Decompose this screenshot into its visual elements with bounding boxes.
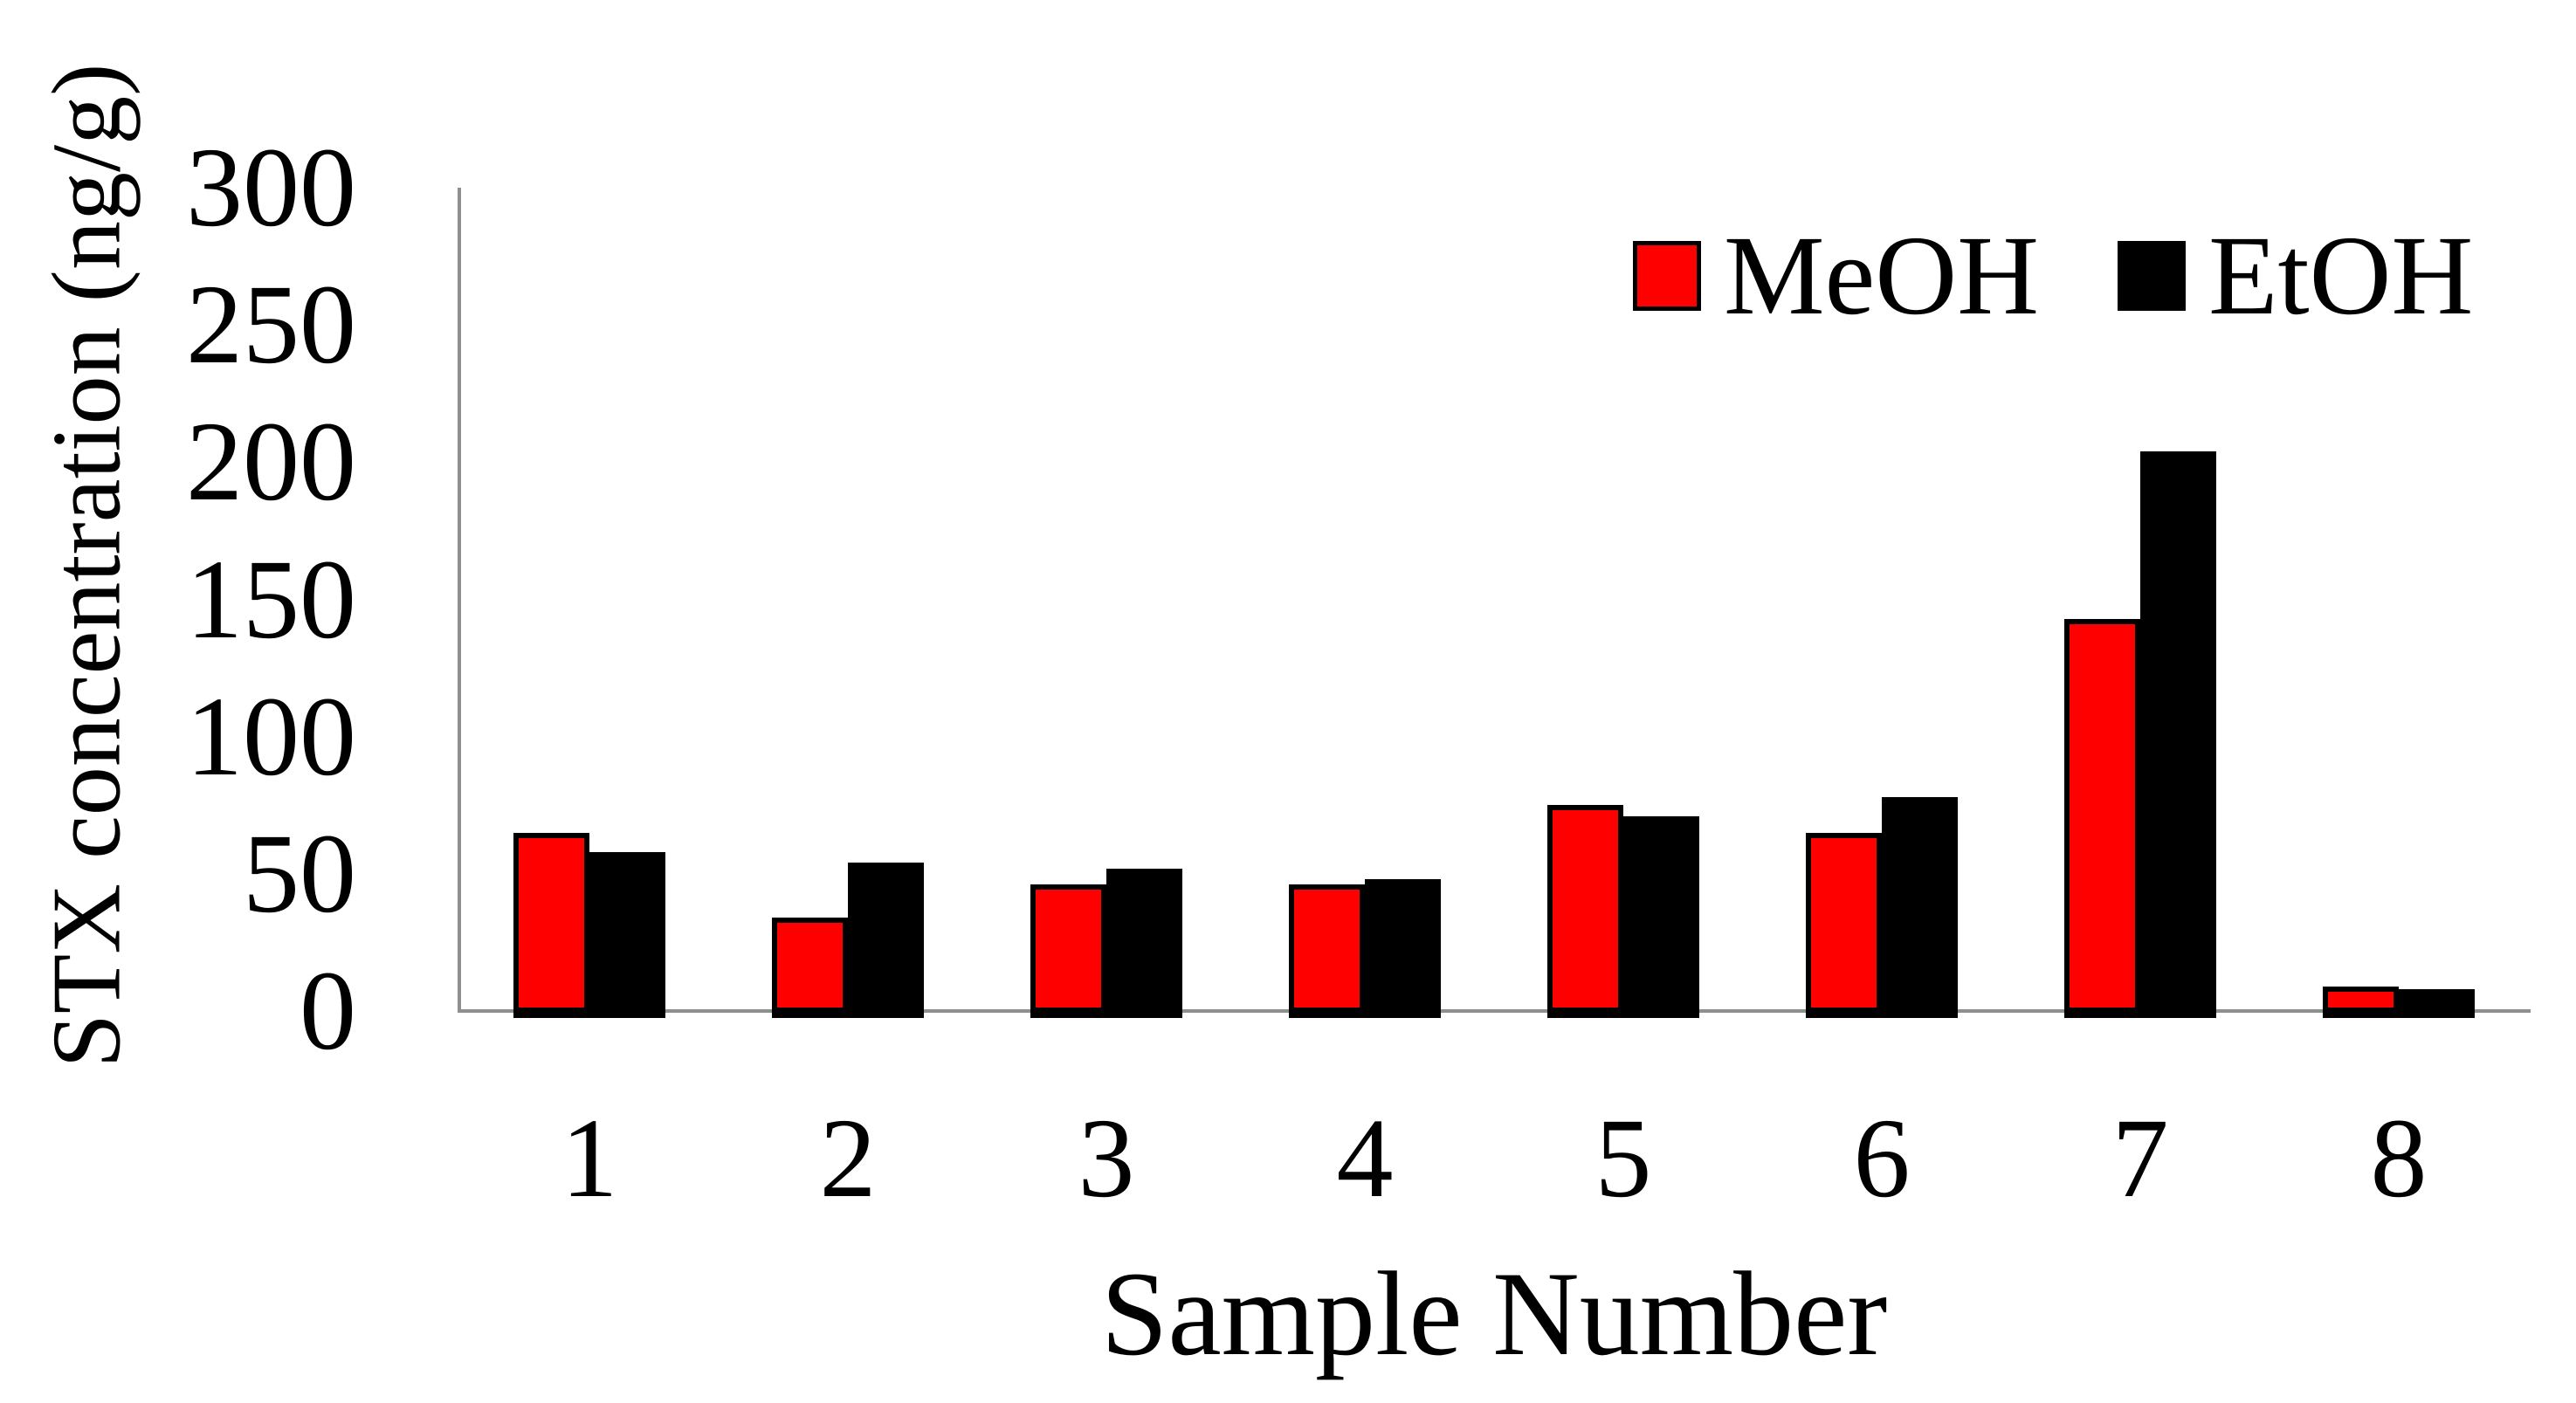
bar-etoh-sample-3 bbox=[1106, 868, 1182, 1018]
x-tick-label-7: 7 bbox=[2111, 1096, 2169, 1221]
bar-meoh-sample-5 bbox=[1547, 805, 1623, 1018]
legend: MeOH EtOH bbox=[1633, 219, 2473, 333]
bar-etoh-sample-4 bbox=[1365, 879, 1441, 1018]
y-tick-label-250: 250 bbox=[186, 262, 356, 389]
x-tick-label-3: 3 bbox=[1078, 1096, 1135, 1221]
bar-etoh-sample-2 bbox=[848, 863, 924, 1018]
y-tick-label-100: 100 bbox=[186, 673, 356, 800]
y-tick-label-50: 50 bbox=[243, 810, 356, 937]
y-axis-tick-labels: 0 50 100 150 200 250 300 bbox=[0, 0, 356, 1403]
x-tick-label-2: 2 bbox=[819, 1096, 877, 1221]
bar-meoh-sample-4 bbox=[1289, 884, 1365, 1018]
bar-etoh-sample-5 bbox=[1623, 815, 1699, 1018]
legend-label-meoh: MeOH bbox=[1724, 213, 2040, 339]
bar-meoh-sample-2 bbox=[772, 918, 848, 1018]
bar-meoh-sample-3 bbox=[1030, 884, 1106, 1018]
x-axis-title: Sample Number bbox=[1100, 1247, 1888, 1380]
x-tick-label-8: 8 bbox=[2370, 1096, 2428, 1221]
bar-etoh-sample-7 bbox=[2140, 450, 2216, 1018]
x-tick-label-5: 5 bbox=[1595, 1096, 1652, 1221]
x-tick-label-4: 4 bbox=[1336, 1096, 1394, 1221]
bar-meoh-sample-1 bbox=[513, 832, 589, 1018]
y-axis-line bbox=[458, 188, 461, 1013]
legend-swatch-meoh bbox=[1633, 241, 1701, 311]
legend-swatch-etoh bbox=[2118, 241, 2187, 311]
bar-etoh-sample-6 bbox=[1882, 796, 1958, 1018]
bar-etoh-sample-1 bbox=[589, 851, 665, 1018]
y-tick-label-200: 200 bbox=[186, 399, 356, 526]
bar-meoh-sample-8 bbox=[2323, 986, 2399, 1018]
legend-label-etoh: EtOH bbox=[2208, 213, 2474, 339]
x-tick-label-6: 6 bbox=[1853, 1096, 1911, 1221]
x-tick-label-1: 1 bbox=[561, 1096, 618, 1221]
y-tick-label-300: 300 bbox=[186, 125, 356, 251]
x-axis-line bbox=[458, 1009, 2531, 1013]
bar-meoh-sample-7 bbox=[2064, 618, 2140, 1018]
bar-etoh-sample-8 bbox=[2399, 988, 2475, 1018]
y-tick-label-0: 0 bbox=[300, 948, 356, 1074]
bar-meoh-sample-6 bbox=[1806, 832, 1882, 1018]
y-tick-label-150: 150 bbox=[186, 536, 356, 663]
